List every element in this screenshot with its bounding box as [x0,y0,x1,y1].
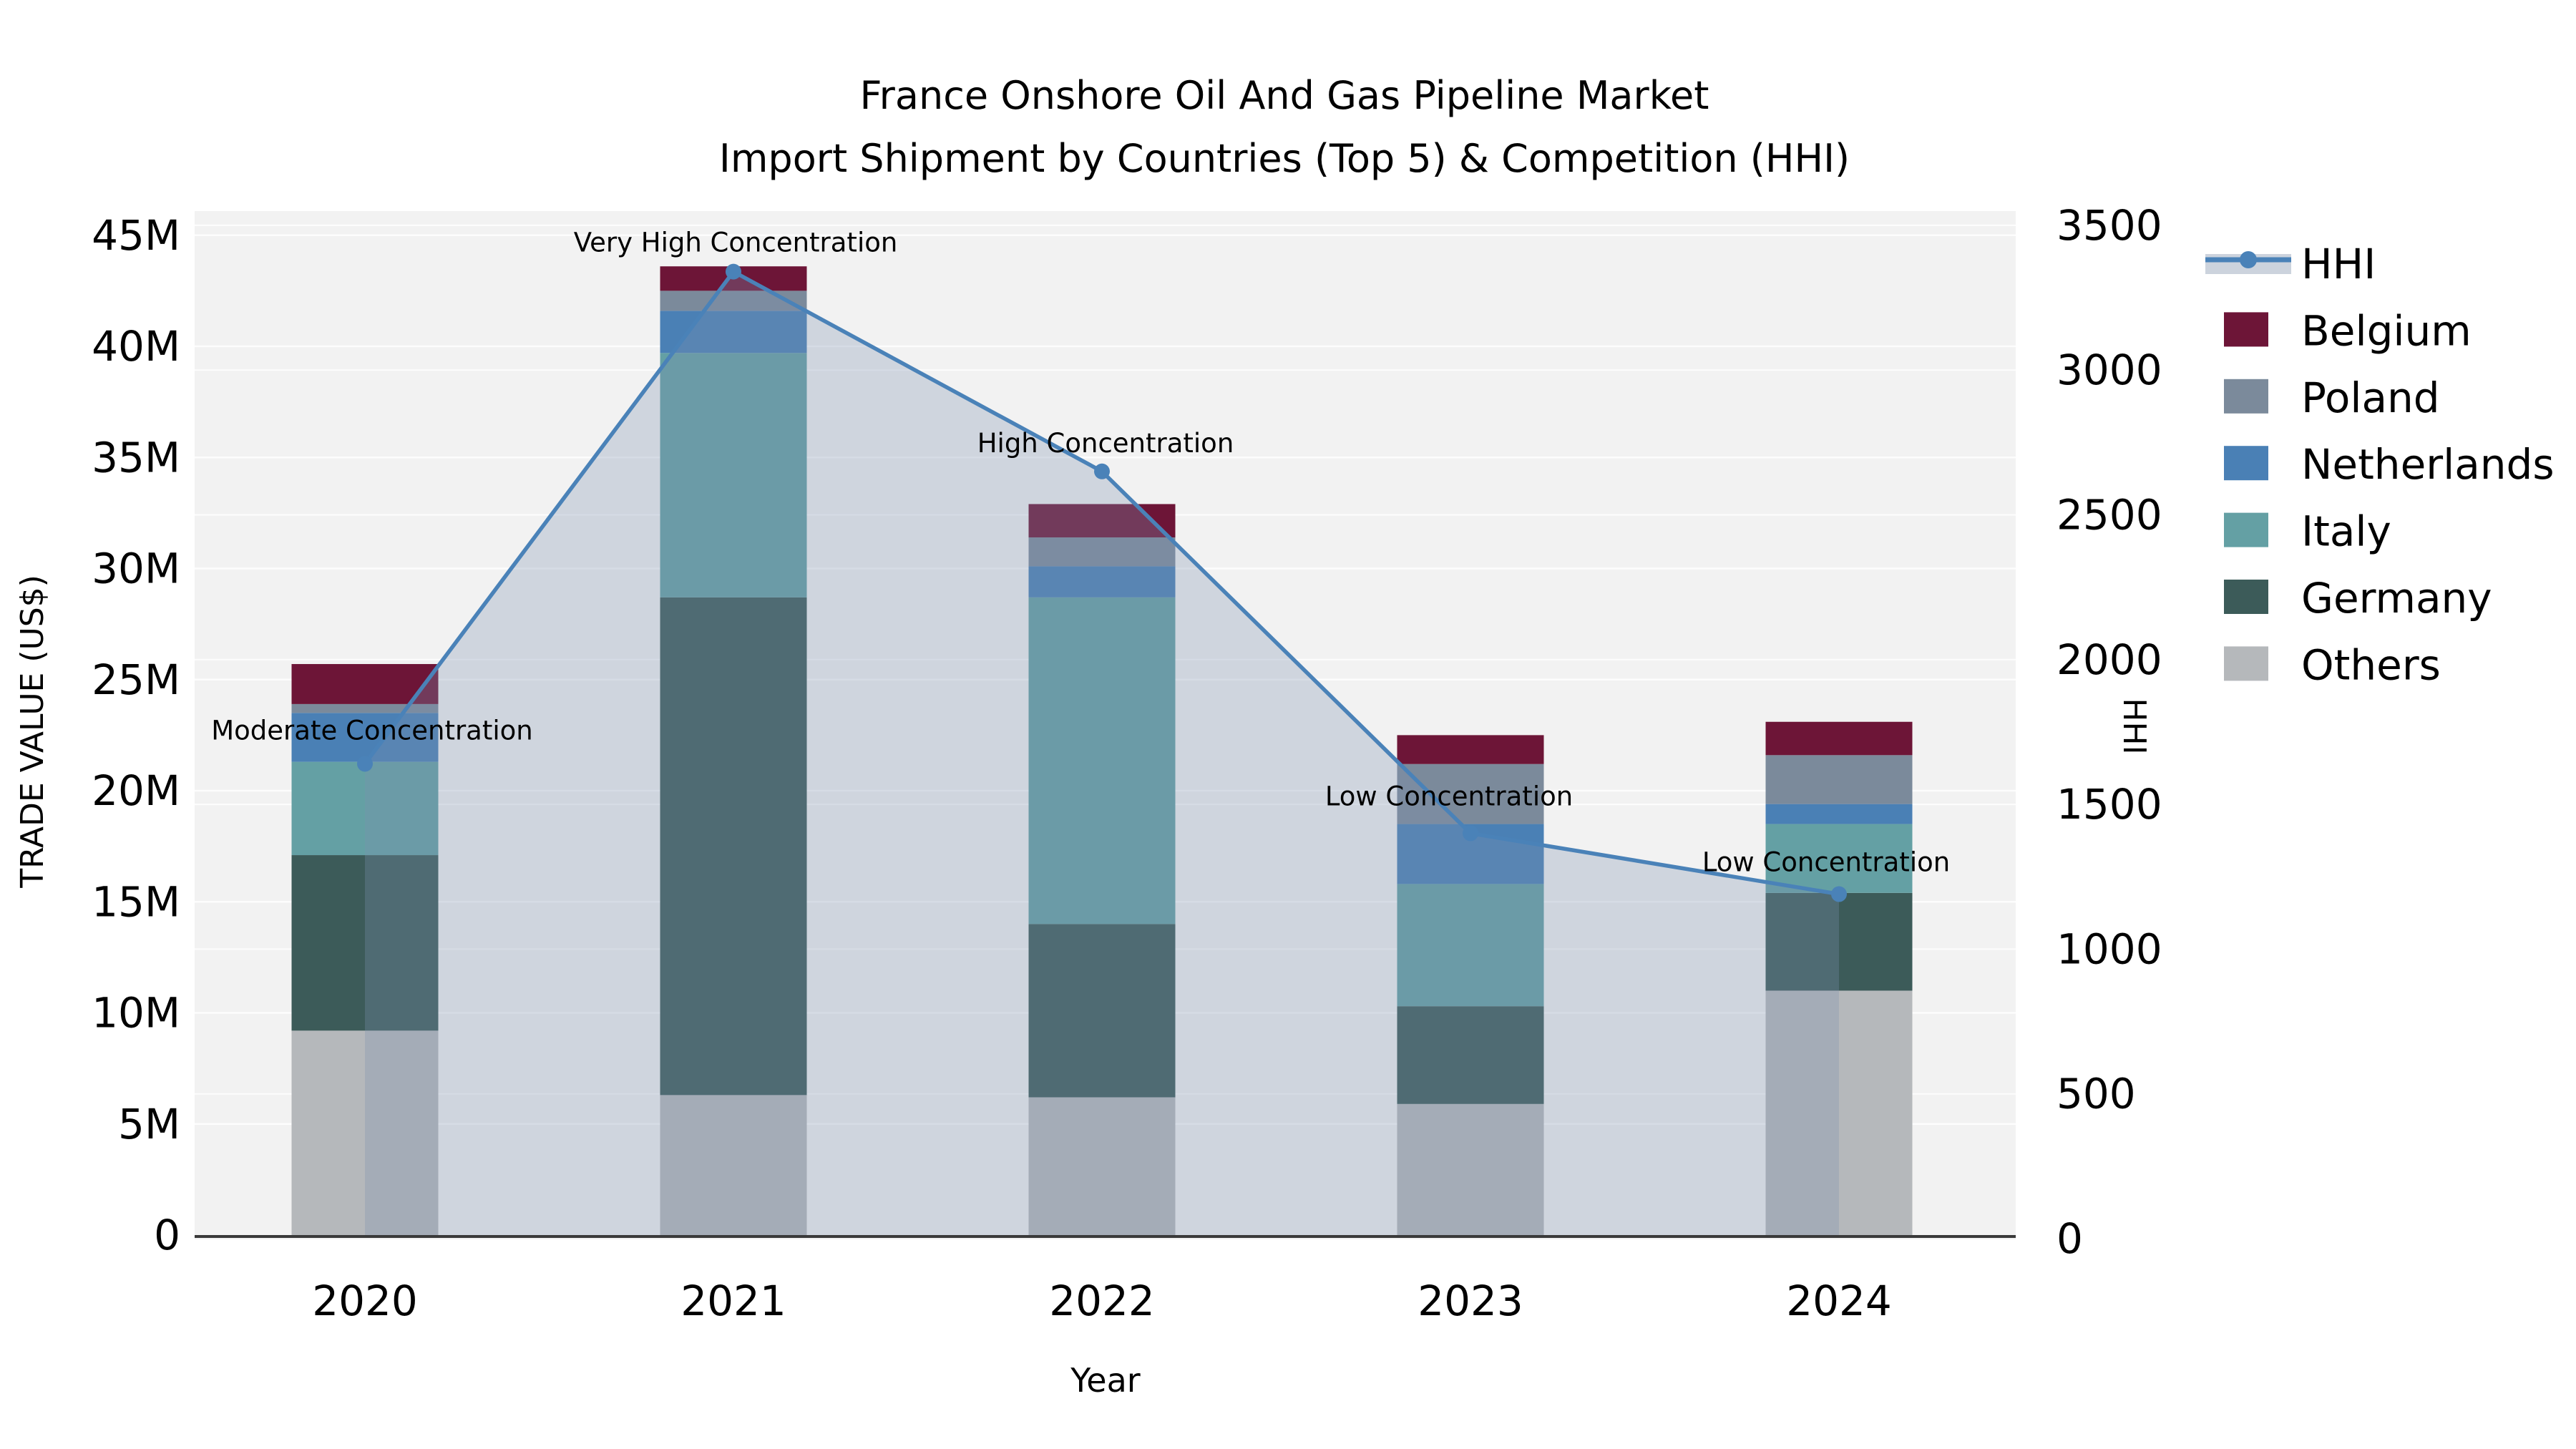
bar-segment-belgium-2023 [1397,735,1544,764]
right-tick-2500: 2500 [2057,491,2162,540]
x-tick-2020: 2020 [312,1277,418,1325]
bar-segment-others-2022 [1028,1097,1176,1235]
left-tick-25M: 25M [92,655,180,704]
bar-segment-poland-2021 [660,291,807,311]
right-tick-2000: 2000 [2057,635,2162,684]
legend-label-others: Others [2301,640,2441,689]
legend-item-poland: Poland [2224,374,2440,422]
right-tick-3500: 3500 [2057,201,2162,250]
bar-segment-belgium-2024 [1765,721,1913,756]
x-tick-2021: 2021 [680,1277,786,1325]
bar-segment-netherlands-2022 [1028,566,1176,597]
hhi-marker-2023 [1463,825,1478,841]
legend-swatch-poland [2224,379,2268,414]
stacked-bars-group [291,266,1913,1235]
legend-label-poland: Poland [2301,374,2440,422]
bar-segment-germany-2024 [1765,892,1913,991]
legend-item-italy: Italy [2224,507,2391,556]
right-tick-1000: 1000 [2057,924,2162,973]
bar-segment-italy-2020 [291,761,439,856]
legend-label-netherlands: Netherlands [2301,440,2555,489]
right-axis-tick-labels: 0 500 1000 1500 2000 2500 3000 3500 [2057,201,2162,1263]
legend-swatch-others [2224,646,2268,681]
legend-item-others: Others [2224,640,2441,689]
legend-item-germany: Germany [2224,574,2492,623]
bar-segment-others-2024 [1765,990,1913,1235]
bar-segment-poland-2020 [291,703,439,713]
legend-label-belgium: Belgium [2301,306,2472,355]
annotation-2021: Very High Concentration [574,228,898,258]
bar-segment-germany-2020 [291,855,439,1031]
left-tick-20M: 20M [92,766,180,815]
left-axis-tick-labels: 0 5M 10M 15M 20M 25M 30M 35M 40M 45M [92,211,180,1259]
bar-segment-others-2023 [1397,1103,1544,1235]
annotation-2022: High Concentration [977,428,1234,459]
chart-title-line1: France Onshore Oil And Gas Pipeline Mark… [860,73,1709,118]
x-tick-2023: 2023 [1418,1277,1523,1325]
bar-segment-italy-2024 [1765,824,1913,893]
legend-swatch-italy [2224,512,2268,547]
bar-segment-poland-2024 [1765,755,1913,804]
hhi-marker-2020 [357,756,373,772]
annotations-group: Moderate Concentration Very High Concentr… [211,228,1950,878]
bar-segment-netherlands-2024 [1765,804,1913,824]
bar-segment-netherlands-2021 [660,311,807,353]
bar-segment-poland-2022 [1028,537,1176,567]
legend-label-italy: Italy [2301,507,2391,556]
x-tick-2022: 2022 [1049,1277,1155,1325]
legend: HHI Belgium Poland Netherlands Italy Germany O… [2205,240,2555,689]
bar-segment-poland-2023 [1397,763,1544,824]
legend-swatch-germany [2224,580,2268,614]
hhi-marker-2024 [1831,886,1847,902]
chart-title-line2: Import Shipment by Countries (Top 5) & C… [719,136,1850,181]
left-tick-10M: 10M [92,989,180,1038]
right-axis-title: HHI [2116,698,2152,754]
left-tick-30M: 30M [92,545,180,593]
bar-segment-italy-2022 [1028,597,1176,924]
annotation-2024: Low Concentration [1702,847,1950,878]
legend-swatch-netherlands [2224,446,2268,481]
left-tick-15M: 15M [92,877,180,926]
bar-segment-italy-2021 [660,353,807,597]
hhi-marker-2021 [726,263,741,280]
annotation-2020: Moderate Concentration [211,715,532,746]
bar-segment-italy-2023 [1397,884,1544,1007]
legend-label-hhi: HHI [2301,240,2376,288]
hhi-area-fill [365,271,1839,1235]
legend-item-netherlands: Netherlands [2224,440,2555,489]
bar-segment-germany-2023 [1397,1006,1544,1104]
legend-swatch-belgium [2224,312,2268,347]
bar-segment-others-2021 [660,1095,807,1235]
x-tick-2024: 2024 [1786,1277,1892,1325]
bar-segment-germany-2021 [660,597,807,1096]
legend-hhi-marker [2240,251,2257,268]
legend-item-belgium: Belgium [2224,306,2472,355]
right-tick-0: 0 [2057,1214,2083,1263]
legend-label-germany: Germany [2301,574,2492,623]
left-tick-35M: 35M [92,433,180,482]
hhi-markers [357,263,1847,902]
x-axis-title: Year [1070,1361,1140,1400]
left-tick-45M: 45M [92,211,180,260]
x-axis-tick-labels: 2020 2021 2022 2023 2024 [312,1277,1892,1325]
hhi-area-polygon [365,271,1839,1235]
right-tick-3000: 3000 [2057,346,2162,394]
hhi-marker-2022 [1094,463,1110,479]
left-tick-40M: 40M [92,322,180,371]
bar-segment-others-2020 [291,1030,439,1235]
bar-segment-germany-2022 [1028,924,1176,1098]
annotation-2023: Low Concentration [1325,781,1573,812]
bar-segment-netherlands-2020 [291,713,439,762]
left-axis-title: TRADE VALUE (US$) [14,575,51,889]
right-tick-500: 500 [2057,1070,2136,1118]
left-tick-0: 0 [154,1211,180,1259]
left-tick-5M: 5M [118,1100,180,1148]
right-tick-1500: 1500 [2057,780,2162,829]
legend-item-hhi: HHI [2205,240,2376,288]
